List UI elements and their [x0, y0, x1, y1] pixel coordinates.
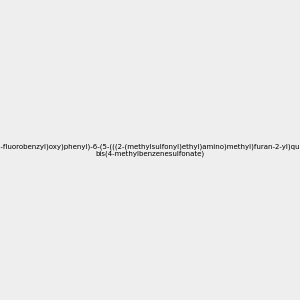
Text: N-(3-Chloro-4-((2-fluorobenzyl)oxy)phenyl)-6-(5-(((2-(methylsulfonyl)ethyl)amino: N-(3-Chloro-4-((2-fluorobenzyl)oxy)pheny… [0, 143, 300, 157]
